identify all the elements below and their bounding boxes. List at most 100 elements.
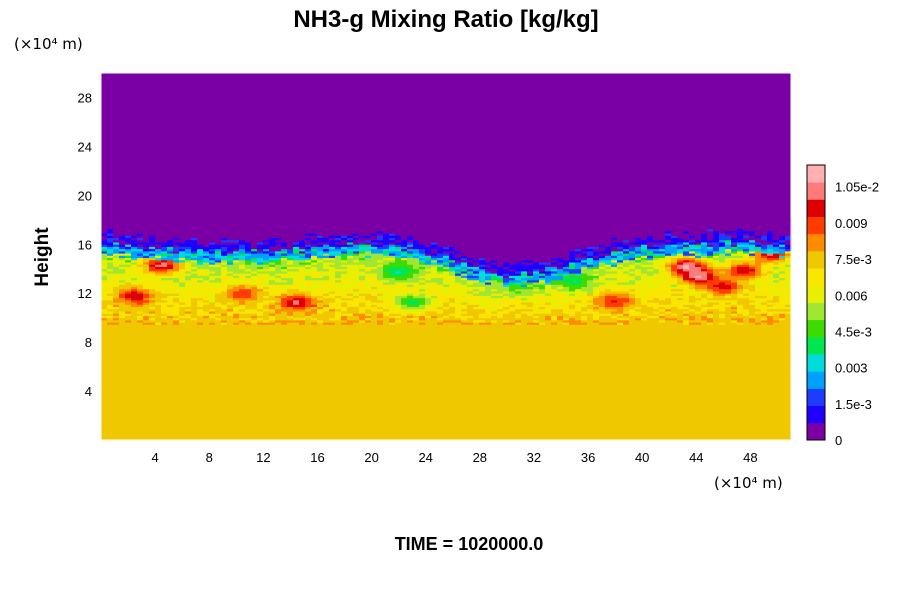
- heatmap-cell: [707, 395, 714, 399]
- heatmap-cell: [269, 408, 276, 412]
- heatmap-cell: [617, 382, 624, 385]
- heatmap-cell: [599, 370, 606, 374]
- heatmap-cell: [269, 415, 276, 419]
- heatmap-cell: [161, 370, 168, 374]
- heatmap-cell: [527, 366, 534, 370]
- heatmap-cell: [329, 402, 336, 405]
- heatmap-cell: [623, 428, 630, 432]
- heatmap-cell: [419, 417, 426, 421]
- heatmap-cell: [743, 428, 750, 432]
- heatmap-cell: [509, 350, 516, 354]
- heatmap-cell: [593, 386, 600, 390]
- heatmap-cell: [695, 379, 702, 383]
- heatmap-cell: [365, 350, 372, 354]
- heatmap-cell: [509, 353, 516, 356]
- heatmap-cell: [515, 424, 522, 428]
- heatmap-cell: [299, 415, 306, 419]
- heatmap-cell: [251, 437, 258, 441]
- heatmap-cell: [485, 366, 492, 370]
- heatmap-cell: [647, 433, 654, 437]
- heatmap-cell: [731, 415, 738, 419]
- heatmap-cell: [329, 373, 336, 377]
- heatmap-cell: [173, 437, 180, 441]
- heatmap-cell: [239, 419, 246, 423]
- heatmap-cell: [599, 431, 606, 434]
- heatmap-cell: [575, 355, 582, 359]
- heatmap-cell: [557, 355, 564, 359]
- heatmap-cell: [377, 370, 384, 374]
- heatmap-cell: [125, 424, 132, 428]
- heatmap-cell: [161, 391, 168, 394]
- y-axis-label: Height: [32, 227, 53, 287]
- heatmap-cell: [677, 417, 684, 421]
- heatmap-cell: [485, 399, 492, 403]
- heatmap-cell: [491, 350, 498, 354]
- heatmap-cell: [221, 402, 228, 405]
- heatmap-cell: [383, 388, 390, 392]
- heatmap-cell: [479, 433, 486, 437]
- heatmap-cell: [275, 417, 282, 421]
- heatmap-cell: [713, 384, 720, 388]
- heatmap-cell: [647, 415, 654, 419]
- heatmap-cell: [437, 433, 444, 437]
- heatmap-cell: [131, 395, 138, 399]
- heatmap-cell: [437, 415, 444, 419]
- heatmap-cell: [533, 402, 540, 405]
- heatmap-cell: [719, 364, 726, 368]
- heatmap-cell: [143, 368, 150, 372]
- heatmap-cell: [761, 391, 768, 394]
- heatmap-cell: [533, 386, 540, 390]
- heatmap-cell: [467, 393, 474, 397]
- heatmap-cell: [353, 408, 360, 412]
- heatmap-cell: [305, 373, 312, 377]
- heatmap-cell: [323, 359, 330, 363]
- heatmap-cell: [785, 417, 792, 421]
- heatmap-cell: [665, 431, 672, 434]
- heatmap-cell: [587, 375, 594, 379]
- heatmap-cell: [617, 384, 624, 388]
- heatmap-cell: [575, 362, 582, 365]
- heatmap-cell: [737, 355, 744, 359]
- heatmap-cell: [401, 433, 408, 437]
- heatmap-cell: [725, 424, 732, 428]
- heatmap-cell: [191, 388, 198, 392]
- heatmap-cell: [137, 388, 144, 392]
- heatmap-cell: [413, 359, 420, 363]
- heatmap-cell: [323, 426, 330, 430]
- heatmap-cell: [569, 426, 576, 430]
- heatmap-cell: [665, 406, 672, 410]
- heatmap-cell: [773, 370, 780, 374]
- heatmap-cell: [389, 377, 396, 381]
- heatmap-cell: [203, 404, 210, 408]
- heatmap-cell: [335, 419, 342, 423]
- heatmap-cell: [653, 435, 660, 439]
- heatmap-cell: [227, 395, 234, 399]
- heatmap-cell: [119, 397, 126, 401]
- heatmap-cell: [563, 382, 570, 385]
- heatmap-cell: [263, 402, 270, 405]
- heatmap-cell: [449, 415, 456, 419]
- heatmap-cell: [263, 428, 270, 432]
- heatmap-cell: [587, 382, 594, 385]
- heatmap-cell: [371, 364, 378, 368]
- heatmap-cell: [437, 386, 444, 390]
- heatmap-cell: [455, 417, 462, 421]
- heatmap-cell: [299, 382, 306, 385]
- heatmap-cell: [383, 377, 390, 381]
- heatmap-cell: [197, 408, 204, 412]
- heatmap-cell: [233, 370, 240, 374]
- heatmap-cell: [449, 357, 456, 361]
- heatmap-cell: [527, 399, 534, 403]
- heatmap-cell: [263, 388, 270, 392]
- heatmap-cell: [239, 377, 246, 381]
- heatmap-cell: [401, 370, 408, 374]
- heatmap-cell: [677, 375, 684, 379]
- heatmap-cell: [653, 382, 660, 385]
- heatmap-cell: [419, 357, 426, 361]
- heatmap-cell: [749, 379, 756, 383]
- heatmap-cell: [641, 388, 648, 392]
- heatmap-cell: [113, 417, 120, 421]
- heatmap-cell: [557, 435, 564, 439]
- heatmap-cell: [257, 375, 264, 379]
- heatmap-cell: [167, 368, 174, 372]
